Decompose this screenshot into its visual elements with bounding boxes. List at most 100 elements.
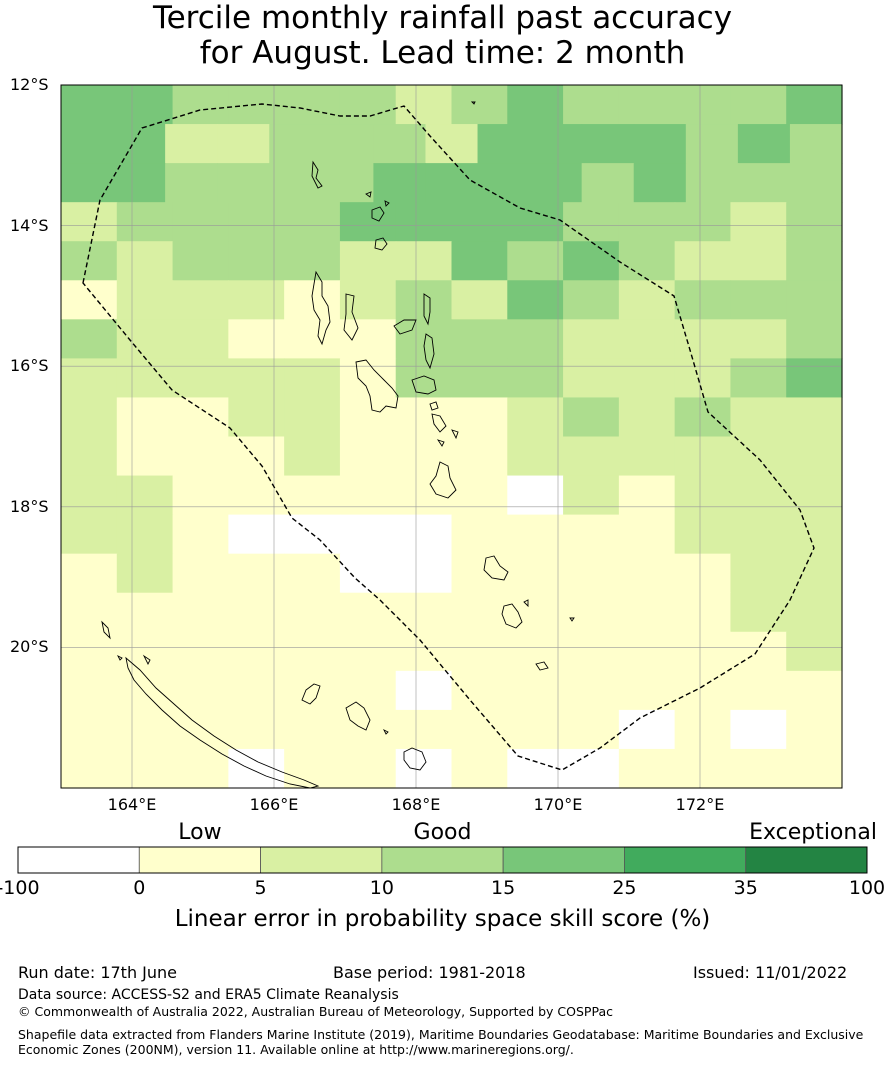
island-outline bbox=[345, 701, 371, 731]
run-date: Run date: 17th June bbox=[18, 963, 178, 982]
colorbar-segment bbox=[260, 846, 383, 874]
skill-cell bbox=[116, 397, 174, 438]
skill-cell bbox=[339, 397, 397, 438]
skill-cell bbox=[217, 124, 270, 164]
skill-cell bbox=[284, 709, 341, 750]
island-outline bbox=[301, 683, 321, 705]
skill-cell bbox=[618, 397, 676, 438]
skill-cell bbox=[172, 748, 229, 789]
latitude-label: 14°S bbox=[10, 215, 49, 235]
skill-cell bbox=[786, 202, 843, 242]
skill-cell bbox=[730, 85, 787, 125]
colorbar-segment bbox=[17, 846, 140, 874]
skill-cell bbox=[395, 241, 453, 281]
island-outline bbox=[393, 319, 417, 335]
skill-cell bbox=[730, 670, 787, 711]
colorbar bbox=[17, 846, 868, 874]
skill-cell bbox=[61, 241, 118, 281]
skill-cell bbox=[284, 397, 341, 438]
skill-cell bbox=[172, 553, 229, 594]
skill-cell bbox=[228, 631, 285, 672]
skill-cell bbox=[507, 358, 564, 399]
skill-cell bbox=[563, 436, 620, 477]
skill-cell bbox=[339, 475, 397, 516]
island-outline bbox=[343, 293, 359, 341]
skill-cell bbox=[451, 397, 508, 438]
island-outline bbox=[382, 728, 389, 735]
skill-cell bbox=[674, 592, 732, 633]
skill-cell bbox=[61, 319, 118, 359]
skill-cell bbox=[786, 748, 843, 789]
skill-cell bbox=[786, 85, 843, 125]
skill-cell bbox=[618, 358, 676, 399]
skill-cell bbox=[228, 397, 285, 438]
skill-cell bbox=[228, 748, 285, 789]
skill-cell bbox=[61, 670, 118, 711]
skill-cell bbox=[61, 631, 118, 672]
skill-cell bbox=[730, 748, 787, 789]
skill-cell bbox=[618, 475, 676, 516]
colorbar-tick-label: 10 bbox=[369, 877, 394, 899]
skill-cell bbox=[674, 709, 732, 750]
skill-cell bbox=[339, 202, 397, 242]
skill-cell bbox=[395, 85, 453, 125]
island-outline bbox=[374, 237, 388, 251]
skill-grid-cells bbox=[61, 85, 843, 789]
island-outline bbox=[423, 333, 435, 370]
longitude-label: 164°E bbox=[107, 795, 157, 814]
longitude-label: 172°E bbox=[675, 795, 725, 814]
skill-cell bbox=[529, 124, 583, 164]
skill-cell bbox=[61, 163, 114, 203]
colorbar-segment bbox=[745, 846, 868, 874]
colorbar-category-label: Exceptional bbox=[749, 820, 877, 845]
skill-cell bbox=[786, 592, 843, 633]
map-title-line-1: Tercile monthly rainfall past accuracy bbox=[152, 0, 733, 36]
map-title-line-2: for August. Lead time: 2 month bbox=[199, 35, 686, 71]
colorbar-segment bbox=[138, 846, 261, 874]
island-outline bbox=[371, 206, 385, 222]
skill-cell bbox=[618, 631, 676, 672]
skill-cell bbox=[789, 124, 843, 164]
shapefile-credit-line-1: Shapefile data extracted from Flanders M… bbox=[18, 1027, 864, 1042]
skill-cell bbox=[786, 397, 843, 438]
skill-cell bbox=[477, 124, 531, 164]
skill-cell bbox=[395, 358, 453, 399]
skill-cell bbox=[563, 592, 620, 633]
island-outline bbox=[483, 555, 509, 581]
skill-cell bbox=[685, 163, 739, 203]
skill-cell bbox=[116, 592, 174, 633]
skill-cell bbox=[507, 397, 564, 438]
skill-cell bbox=[730, 592, 787, 633]
island-outline bbox=[423, 293, 431, 326]
skill-cell bbox=[395, 553, 453, 594]
skill-cell bbox=[172, 436, 229, 477]
skill-cell bbox=[786, 241, 843, 281]
skill-cell bbox=[730, 709, 787, 750]
skill-cell bbox=[674, 553, 732, 594]
skill-cell bbox=[339, 670, 397, 711]
skill-cell bbox=[451, 592, 508, 633]
skill-cell bbox=[228, 553, 285, 594]
skill-cell bbox=[228, 514, 285, 555]
skill-cell bbox=[339, 592, 397, 633]
skill-cell bbox=[451, 436, 508, 477]
skill-cell bbox=[395, 202, 453, 242]
skill-cell bbox=[618, 709, 676, 750]
skill-cell bbox=[563, 319, 620, 359]
skill-cell bbox=[507, 631, 564, 672]
skill-cell bbox=[116, 202, 174, 242]
skill-cell bbox=[730, 241, 787, 281]
skill-cell bbox=[581, 163, 635, 203]
skill-cell bbox=[284, 436, 341, 477]
skill-cell bbox=[633, 124, 687, 164]
skill-cell bbox=[116, 631, 174, 672]
latitude-label: 18°S bbox=[10, 496, 49, 516]
skill-cell bbox=[737, 163, 791, 203]
skill-cell bbox=[730, 202, 787, 242]
skill-cell bbox=[172, 709, 229, 750]
skill-cell bbox=[228, 592, 285, 633]
skill-cell bbox=[618, 436, 676, 477]
colorbar-tick-label: 25 bbox=[612, 877, 637, 899]
skill-cell bbox=[61, 748, 118, 789]
skill-cell bbox=[618, 319, 676, 359]
